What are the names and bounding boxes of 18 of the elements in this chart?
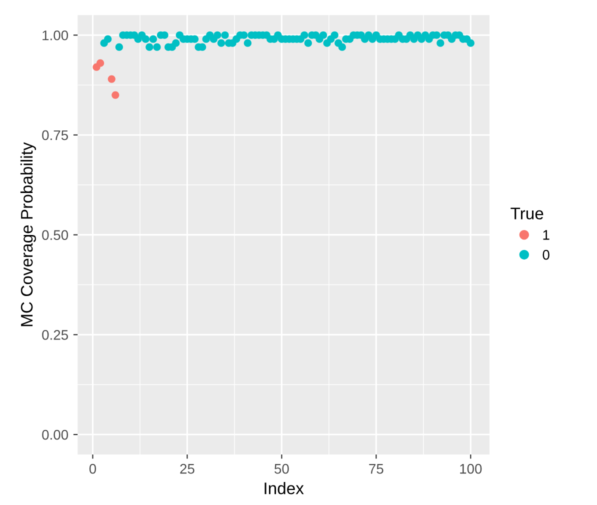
legend-label: 0: [542, 250, 550, 260]
y-tick-label: 1.00: [42, 30, 68, 40]
y-axis-title: MC Coverage Probability: [20, 142, 36, 326]
x-axis-title: Index: [264, 482, 304, 494]
point: [96, 59, 104, 67]
legend-title: True: [510, 208, 544, 220]
x-tick-label: 100: [460, 464, 482, 474]
x-tick-label: 50: [274, 464, 289, 474]
y-tick-label: 0.00: [42, 430, 68, 440]
y-tick-label: 0.25: [42, 330, 68, 340]
point: [108, 75, 116, 83]
x-tick-label: 75: [369, 464, 384, 474]
y-tick-label: 0.75: [42, 130, 68, 140]
legend-label: 1: [543, 230, 550, 240]
x-tick-label: 25: [180, 464, 194, 474]
y-tick-label: 0.50: [42, 230, 68, 240]
x-tick-label: 0: [89, 464, 96, 474]
point: [112, 91, 120, 99]
